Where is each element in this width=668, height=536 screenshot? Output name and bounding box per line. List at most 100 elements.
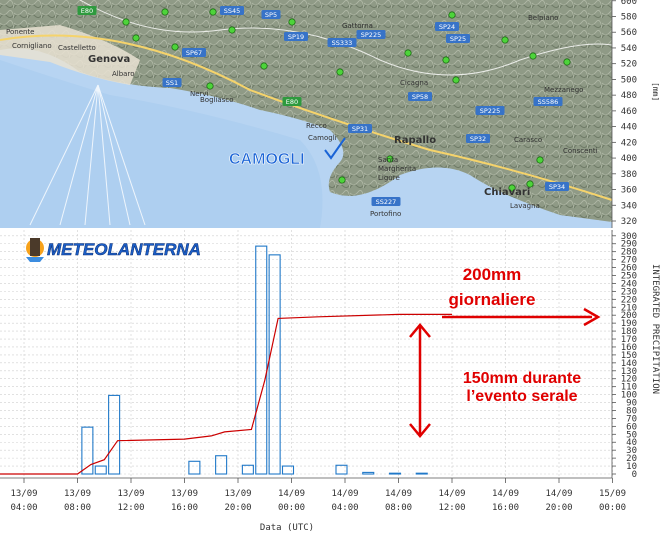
- y-tick-label: 30: [626, 446, 637, 456]
- x-tick-time: 20:00: [545, 503, 572, 513]
- precip-bar: [388, 472, 402, 475]
- road-shield: [77, 6, 97, 15]
- y-tick-label: 50: [626, 430, 637, 440]
- road-shield: [435, 22, 459, 31]
- annotation-daily-label: giornaliere: [449, 290, 536, 309]
- x-tick-date: 13/09: [224, 489, 251, 499]
- integrated-precip-line: [0, 313, 452, 475]
- x-tick-time: 04:00: [10, 503, 37, 513]
- y-tick-label: 60: [626, 422, 637, 432]
- port-lines: [29, 84, 146, 226]
- y-tick-label: 70: [626, 414, 637, 424]
- map-place-label: Castelletto: [58, 44, 96, 52]
- map-place-label: Cicagna: [400, 79, 428, 87]
- y-tick-label: 20: [626, 454, 637, 464]
- annotation-event-label: l’evento serale: [466, 388, 577, 405]
- event-arrow-head-top: [409, 323, 431, 338]
- station-dot: [508, 184, 516, 192]
- road-shield-label: SP19: [288, 33, 304, 41]
- map-tick-label: 420: [621, 138, 637, 148]
- y-tick-label: 140: [621, 359, 637, 369]
- precip-bar: [108, 394, 121, 475]
- map-place-label: Carasco: [514, 136, 542, 144]
- road-shield: [327, 38, 357, 47]
- x-tick-time: 12:00: [438, 503, 465, 513]
- map-tick-label: 440: [621, 123, 637, 133]
- map-tick-label: 500: [621, 75, 637, 85]
- map-panel: E80 SS45 SP5 SP19 SS333 SP225 SP24 SP25 SP67 SS1 E…: [0, 0, 613, 228]
- chart-x-axis: 13/09 04:00 13/09 08:00 13/09 12:00 13/09 16:00…: [0, 477, 626, 513]
- road-shield: [466, 134, 490, 143]
- station-dot: [228, 26, 236, 34]
- road-shield: [545, 182, 569, 191]
- station-dot: [501, 36, 509, 44]
- camogli-highlight-label: CAMOGLI: [229, 151, 305, 168]
- precip-bar: [281, 465, 295, 475]
- map-place-label: Recco: [306, 122, 327, 130]
- sea-shade: [0, 60, 323, 228]
- map-place-label: Santa: [378, 156, 398, 164]
- road-shield: [261, 10, 281, 19]
- road-shield-label: SP67: [186, 49, 202, 57]
- y-tick-label: 270: [621, 256, 637, 266]
- y-tick-label: 150: [621, 351, 637, 361]
- x-tick-time: 08:00: [385, 503, 412, 513]
- road-shield-label: SS45: [224, 7, 241, 15]
- x-tick-date: 14/09: [385, 489, 412, 499]
- road-network: E80 SS45 SP5 SP19 SS333 SP225 SP24 SP25 SP67 SS1 E…: [0, 0, 613, 206]
- map-tick-label: 580: [621, 12, 637, 22]
- station-dot: [336, 68, 344, 76]
- x-tick-time: 12:00: [117, 503, 144, 513]
- x-tick-date: 14/09: [492, 489, 519, 499]
- road-shield-label: SP32: [470, 135, 486, 143]
- station-dot: [452, 76, 460, 84]
- y-tick-label: 240: [621, 279, 637, 289]
- road-shield-label: SS227: [376, 198, 397, 206]
- road-shield-label: SP25: [450, 35, 466, 43]
- x-tick-time: 04:00: [331, 503, 358, 513]
- map-place-label: Genova: [88, 54, 130, 65]
- precip-bar: [241, 464, 254, 475]
- annotation-event-value: 150mm durante: [463, 370, 581, 387]
- y-tick-label: 200: [621, 311, 637, 321]
- y-tick-label: 10: [626, 462, 637, 472]
- x-tick-time: 16:00: [171, 503, 198, 513]
- map-place-label: Mezzanego: [544, 86, 583, 94]
- map-unit-label: [mm]: [651, 82, 660, 101]
- road-shield: [356, 30, 386, 39]
- secondary-road: [79, 0, 613, 76]
- y-tick-label: 230: [621, 287, 637, 297]
- map-place-label: Ligure: [378, 174, 400, 182]
- hourly-bars: [81, 245, 428, 475]
- x-tick-date: 14/09: [278, 489, 305, 499]
- x-tick-date: 13/09: [117, 489, 144, 499]
- x-tick-time: 00:00: [278, 503, 305, 513]
- x-tick-date: 15/09: [599, 489, 626, 499]
- road-shield-label: SS333: [332, 39, 353, 47]
- chart-y-axis: 0102030405060708090100110120130140150160…: [611, 230, 637, 480]
- y-tick-label: 210: [621, 303, 637, 313]
- map-tick-label: 540: [621, 44, 637, 54]
- y-tick-label: 220: [621, 295, 637, 305]
- map-place-label: Chiavari: [484, 187, 530, 198]
- station-dot: [536, 156, 544, 164]
- y-tick-label: 190: [621, 319, 637, 329]
- y-tick-label: 250: [621, 272, 637, 282]
- station-dot: [122, 18, 130, 26]
- right-scale-background: [612, 0, 668, 536]
- x-tick-date: 13/09: [64, 489, 91, 499]
- annotations: 200mm giornaliere 150mm durante l’evento…: [409, 265, 601, 438]
- station-dot: [529, 52, 537, 60]
- precip-bar: [215, 455, 228, 475]
- chart-grid: [0, 230, 613, 478]
- map-place-label: Camogli: [308, 134, 337, 142]
- map-tick-label: 400: [621, 154, 637, 164]
- meteolanterna-logo: METEOLANTERNA: [26, 238, 201, 262]
- precip-bar: [415, 472, 428, 475]
- map-place-label: Conscenti: [563, 147, 598, 155]
- road-shield-label: SP58: [412, 93, 428, 101]
- y-tick-label: 120: [621, 375, 637, 385]
- map-tick-label: 360: [621, 186, 637, 196]
- x-axis-title: Data (UTC): [260, 523, 314, 533]
